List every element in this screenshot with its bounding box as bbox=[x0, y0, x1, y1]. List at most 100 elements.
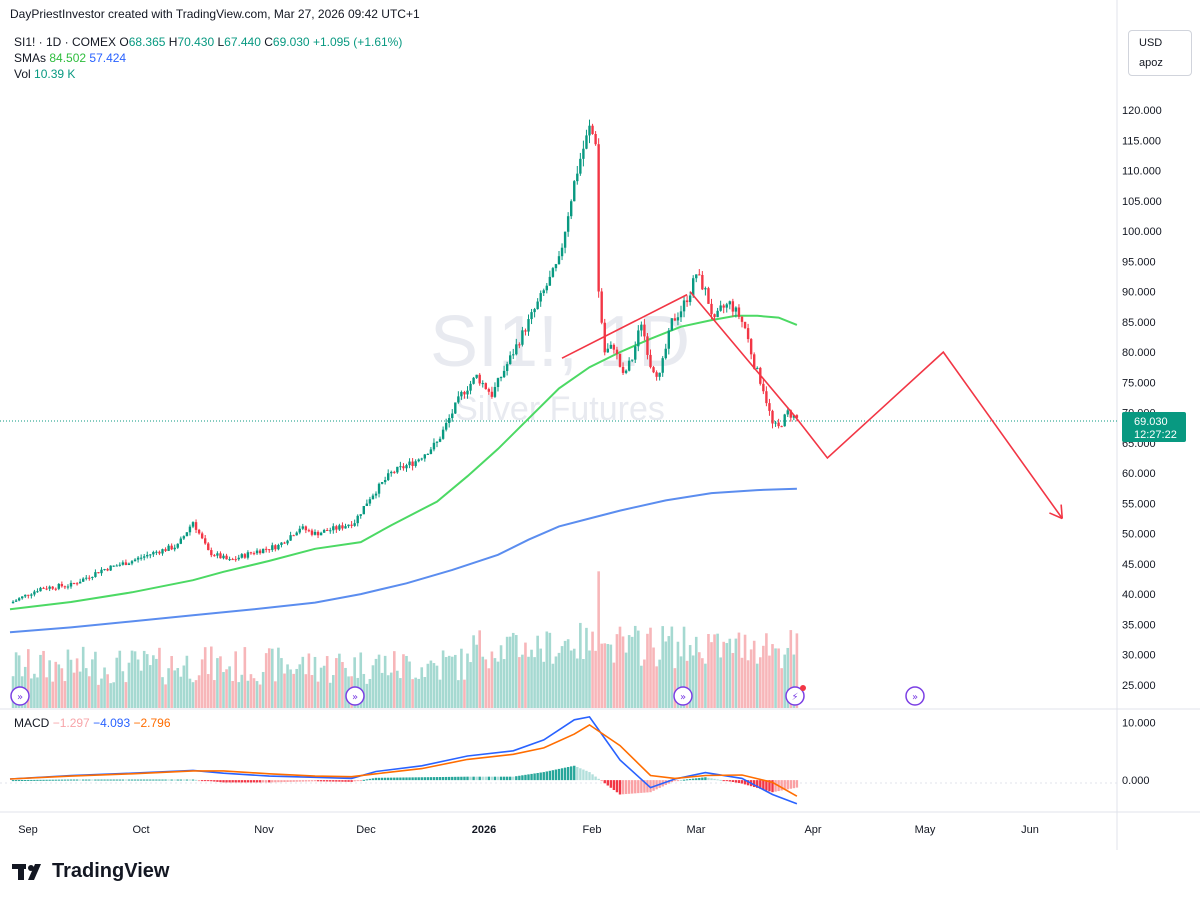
event-marker[interactable]: » bbox=[905, 686, 925, 706]
volume-bar bbox=[405, 655, 408, 708]
volume-bar bbox=[719, 657, 722, 708]
candle-body bbox=[588, 125, 591, 136]
time-axis[interactable]: Sep Oct Nov Dec 2026 Feb Mar Apr May Jun bbox=[18, 824, 1039, 836]
chart-attribution: DayPriestInvestor created with TradingVi… bbox=[10, 7, 420, 21]
drawing-tools[interactable] bbox=[561, 291, 1063, 519]
event-marker[interactable]: » bbox=[345, 686, 365, 706]
volume-bar bbox=[728, 638, 732, 708]
macd-hist-bar bbox=[759, 780, 762, 789]
volume-bar bbox=[633, 625, 637, 708]
volume-bar bbox=[734, 638, 738, 708]
macd-hist-bar bbox=[505, 776, 509, 781]
candle-body bbox=[701, 274, 704, 290]
candle-body bbox=[692, 278, 695, 296]
smas-label[interactable]: SMAs bbox=[14, 51, 47, 65]
volume-label[interactable]: Vol bbox=[14, 67, 31, 81]
event-marker[interactable]: » bbox=[673, 686, 693, 706]
volume-bar bbox=[386, 675, 390, 708]
macd-hist-bar bbox=[237, 780, 240, 783]
candle-body bbox=[252, 553, 256, 555]
volume-bar bbox=[725, 643, 729, 708]
macd-hist-bar bbox=[91, 779, 94, 781]
macd-hist-bar bbox=[146, 779, 149, 781]
candle-body bbox=[594, 134, 597, 145]
volume-bar bbox=[158, 647, 161, 708]
macd-hist-bar bbox=[127, 779, 131, 781]
candle-body bbox=[332, 526, 335, 531]
candle-body bbox=[82, 578, 85, 582]
volume-bar bbox=[521, 654, 524, 708]
macd-hist-bar bbox=[152, 779, 155, 781]
candle-body bbox=[539, 293, 542, 302]
volume-bar bbox=[682, 626, 686, 708]
candle-body bbox=[548, 276, 552, 286]
volume-bar bbox=[91, 659, 94, 708]
volume-bar bbox=[457, 680, 460, 708]
candle-body bbox=[258, 550, 262, 554]
macd-label[interactable]: MACD bbox=[14, 716, 50, 730]
macd-hist-bar bbox=[319, 780, 323, 782]
signal-value: −2.796 bbox=[133, 716, 171, 730]
macd-hist-bar bbox=[582, 769, 585, 781]
candle-body bbox=[109, 565, 112, 571]
macd-hist-bar bbox=[560, 768, 564, 781]
event-marker[interactable]: » bbox=[10, 686, 30, 706]
macd-hist-bar bbox=[277, 780, 280, 783]
candle-body bbox=[627, 360, 631, 371]
event-marker-lightning[interactable]: ⚡ bbox=[785, 685, 806, 706]
volume-bar bbox=[51, 681, 54, 708]
macd-hist-bar bbox=[472, 776, 475, 781]
macd-hist-bar bbox=[457, 776, 460, 781]
candle-body bbox=[326, 529, 329, 531]
candle-body bbox=[591, 125, 594, 135]
macd-hist-bar bbox=[496, 776, 500, 781]
candle-body bbox=[396, 466, 399, 473]
macd-hist-bar bbox=[414, 777, 417, 781]
volume-bar bbox=[609, 644, 613, 708]
symbol-info[interactable]: SI1! · 1D · COMEX bbox=[14, 35, 117, 49]
volume-bar bbox=[515, 635, 518, 708]
candle-body bbox=[600, 291, 603, 323]
candle-body bbox=[182, 536, 186, 539]
volume-bar bbox=[630, 636, 634, 708]
macd-hist-bar bbox=[725, 780, 728, 782]
macd-hist-bar bbox=[771, 780, 774, 793]
tradingview-logo[interactable]: TradingView bbox=[12, 860, 169, 883]
price-axis[interactable]: 25.000 30.000 35.000 40.000 45.000 50.000 55.0… bbox=[1122, 105, 1162, 692]
volume-bar bbox=[594, 650, 597, 708]
candle-body bbox=[261, 548, 265, 554]
candle-body bbox=[423, 454, 426, 459]
volume-bar bbox=[188, 678, 192, 708]
volume-bar bbox=[194, 680, 198, 708]
price-tick: 95.000 bbox=[1122, 256, 1156, 268]
candle-body bbox=[582, 148, 585, 159]
volume-bar bbox=[722, 641, 725, 708]
volume-bar bbox=[14, 652, 18, 708]
macd-hist-bar bbox=[21, 780, 24, 782]
watermark-symbol: SI1!, 1D bbox=[430, 302, 690, 382]
candle-body bbox=[737, 307, 741, 317]
macd-hist-bar bbox=[295, 780, 298, 782]
candle-body bbox=[54, 588, 57, 590]
macd-hist-bar bbox=[634, 780, 637, 794]
macd-hist-bar bbox=[426, 777, 430, 781]
candle-body bbox=[399, 466, 402, 468]
macd-hist-bar bbox=[789, 780, 792, 789]
candle-body bbox=[377, 483, 381, 494]
volume-bar bbox=[213, 680, 216, 708]
volume-bar bbox=[274, 681, 277, 708]
volume-bar bbox=[795, 633, 799, 708]
volume-bar bbox=[466, 653, 469, 708]
volume-bar bbox=[646, 633, 649, 708]
volume-bar bbox=[191, 682, 195, 708]
macd-hist-bar bbox=[682, 779, 686, 781]
candle-body bbox=[24, 594, 27, 597]
currency-unit-selector[interactable]: USD apoz bbox=[1128, 30, 1192, 76]
volume-bar bbox=[624, 652, 628, 708]
candle-body bbox=[688, 295, 692, 303]
candle-body bbox=[640, 324, 643, 331]
macd-hist-bar bbox=[393, 777, 396, 781]
macd-hist-bar bbox=[252, 780, 256, 783]
macd-axis: 0.000 10.000 bbox=[1122, 718, 1156, 788]
volume-bar bbox=[200, 659, 204, 708]
